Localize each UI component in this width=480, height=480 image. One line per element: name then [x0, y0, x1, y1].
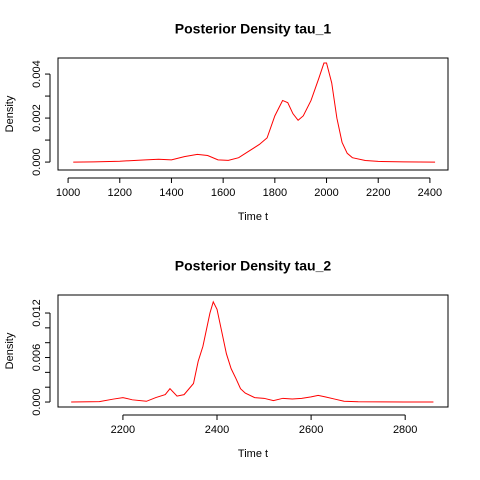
- x-tick-label: 2800: [393, 424, 417, 436]
- y-tick-label: 0.006: [31, 344, 43, 372]
- x-tick-label: 2200: [111, 424, 135, 436]
- x-tick-label: 2400: [205, 424, 229, 436]
- panel: Posterior Density tau_2 Time t Density 2200…: [4, 258, 449, 460]
- chart-title: Posterior Density tau_1: [175, 21, 332, 37]
- x-axis-label: Time t: [238, 211, 268, 223]
- x-tick-label: 2600: [299, 424, 323, 436]
- y-axis-label: Density: [4, 95, 16, 132]
- y-tick-label: 0.000: [31, 388, 43, 416]
- panel: Posterior Density tau_1 Time t Density 1000…: [4, 21, 449, 223]
- x-tick-label: 2200: [366, 187, 390, 199]
- x-tick-label: 1000: [56, 187, 80, 199]
- chart-title: Posterior Density tau_2: [175, 258, 332, 274]
- density-line: [71, 300, 434, 403]
- x-tick-label: 1800: [263, 187, 287, 199]
- density-line: [73, 62, 436, 163]
- x-tick-label: 2400: [418, 187, 442, 199]
- y-tick-label: 0.002: [31, 104, 43, 132]
- plot-frame: [57, 57, 449, 171]
- y-axis-label: Density: [4, 332, 16, 369]
- x-tick-label: 1400: [159, 187, 183, 199]
- y-tick-label: 0.004: [31, 60, 43, 88]
- x-tick-label: 1600: [211, 187, 235, 199]
- y-tick-label: 0.012: [31, 299, 43, 327]
- x-tick-label: 2000: [314, 187, 338, 199]
- y-tick-label: 0.000: [31, 148, 43, 176]
- x-tick-label: 1200: [108, 187, 132, 199]
- x-axis-label: Time t: [238, 448, 268, 460]
- plot-frame: [57, 294, 449, 408]
